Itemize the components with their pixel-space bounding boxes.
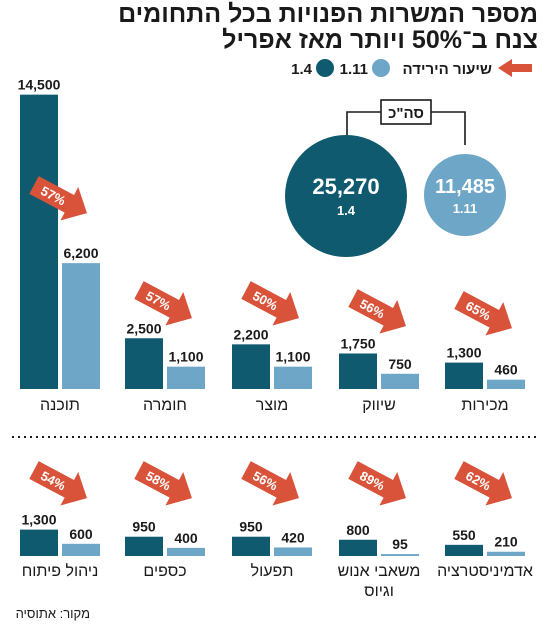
category-label: כספים [143,563,186,580]
drop-rate-arrow-shape [454,291,512,336]
bar-date-b [487,551,525,556]
total-bubble-date-b [424,154,506,236]
source-note: מקור: אתוסיה [16,606,90,621]
drop-rate-arrow-shape [29,176,87,221]
value-label-date-a: 1,750 [340,335,375,351]
value-label-date-b: 1,100 [275,349,310,365]
value-label-date-b: 750 [388,356,412,372]
drop-rate-arrow-icon: 50% [241,281,299,326]
total-panel: סה"כ 25,270 1.4 11,485 1.11 [285,99,506,257]
legend-date-b: 1.11 [340,61,368,78]
legend-drop-label: שיעור הירידה [403,61,492,78]
value-label-date-b: 600 [69,526,93,542]
bar-date-b [274,366,312,389]
chart-title-line2: צנח ב־50% ויותר מאז אפריל [222,26,538,54]
bottom-row-bars: 1,300 600 ניהול פיתוח 54% 950 400 כספים 58% 950 4… [20,461,533,600]
top-row-bars: 14,5006,200תוכנה57%2,5001,100חומרה57%2,2… [18,77,525,414]
drop-rate-arrow-shape [134,281,192,326]
bar-date-a [339,353,377,389]
category-label: מכירות [461,397,508,414]
drop-rate-arrow-icon: 58% [134,461,192,506]
category-label: משאבי אנוש [338,563,421,580]
drop-rate-arrow-icon: 54% [29,461,87,506]
category-label: אדמיניסטרציה [437,563,533,580]
legend-date-a: 1.4 [291,61,313,78]
drop-rate-arrow-icon: 62% [454,461,512,506]
total-label-box [380,99,432,125]
bar-date-b [274,547,312,556]
legend-swatch-date-b [372,59,390,77]
category-label: חומרה [143,397,187,414]
bar-date-b [381,373,419,389]
category-label: ניהול פיתוח [22,562,99,580]
chart-title-line1: מספר המשרות הפנויות בכל התחומים [118,0,538,28]
total-value-date-a: 25,270 [312,174,379,199]
value-label-date-b: 210 [494,534,518,550]
total-value-date-b: 11,485 [435,176,495,198]
drop-rate-arrow-icon: 56% [348,289,406,334]
drop-rate-arrow-shape [241,281,299,326]
value-label-date-b: 420 [281,529,305,545]
category-label: מוצר [256,397,288,414]
category-label: שיווק [362,397,396,414]
bar-date-b [167,547,205,556]
bar-date-a [445,362,483,389]
bar-date-b [62,263,100,389]
bar-date-b [62,543,100,556]
bar-date-a [339,539,377,556]
bar-date-b [167,366,205,389]
value-label-date-a: 950 [239,519,263,535]
value-label-date-a: 550 [452,527,476,543]
value-label-date-b: 6,200 [63,245,98,261]
value-label-date-a: 950 [132,519,156,535]
total-date-b-label: 1.11 [453,201,478,216]
value-label-date-a: 800 [346,522,370,538]
bar-date-a [125,338,163,389]
total-label: סה"כ [388,105,424,122]
value-label-date-b: 400 [174,530,198,546]
value-label-date-b: 1,100 [168,349,203,365]
bar-date-a [125,536,163,556]
drop-rate-arrow-icon: 65% [454,291,512,336]
drop-rate-arrow-icon: 56% [241,461,299,506]
value-label-date-a: 14,500 [18,77,61,93]
total-date-a-label: 1.4 [337,203,356,218]
bar-date-a [445,544,483,556]
bar-date-a [20,529,58,556]
drop-rate-arrow-shape [241,461,299,506]
category-label: תוכנה [40,397,80,414]
bar-date-b [381,554,419,556]
bar-date-a [20,94,58,390]
drop-rate-arrow-shape [348,461,406,506]
value-label-date-b: 460 [494,362,518,378]
bar-date-a [232,536,270,556]
value-label-date-a: 2,200 [233,326,268,342]
value-label-date-a: 2,500 [126,320,161,336]
legend: שיעור הירידה 1.11 1.4 [291,59,532,78]
value-label-date-b: 95 [392,536,408,552]
legend-swatch-date-a [316,59,334,77]
drop-rate-arrow-shape [348,289,406,334]
drop-rate-arrow-icon: 89% [348,461,406,506]
category-label: וגיוס [364,583,394,600]
drop-rate-arrow-shape [29,461,87,506]
bar-date-b [487,379,525,389]
legend-drop-arrow-icon [498,59,532,77]
total-bubble-date-a [285,135,407,257]
value-label-date-a: 1,300 [446,345,481,361]
value-label-date-a: 1,300 [21,512,56,528]
bar-date-a [232,344,270,389]
category-label: תפעול [251,562,294,580]
drop-rate-arrow-shape [454,461,512,506]
drop-rate-arrow-shape [134,461,192,506]
